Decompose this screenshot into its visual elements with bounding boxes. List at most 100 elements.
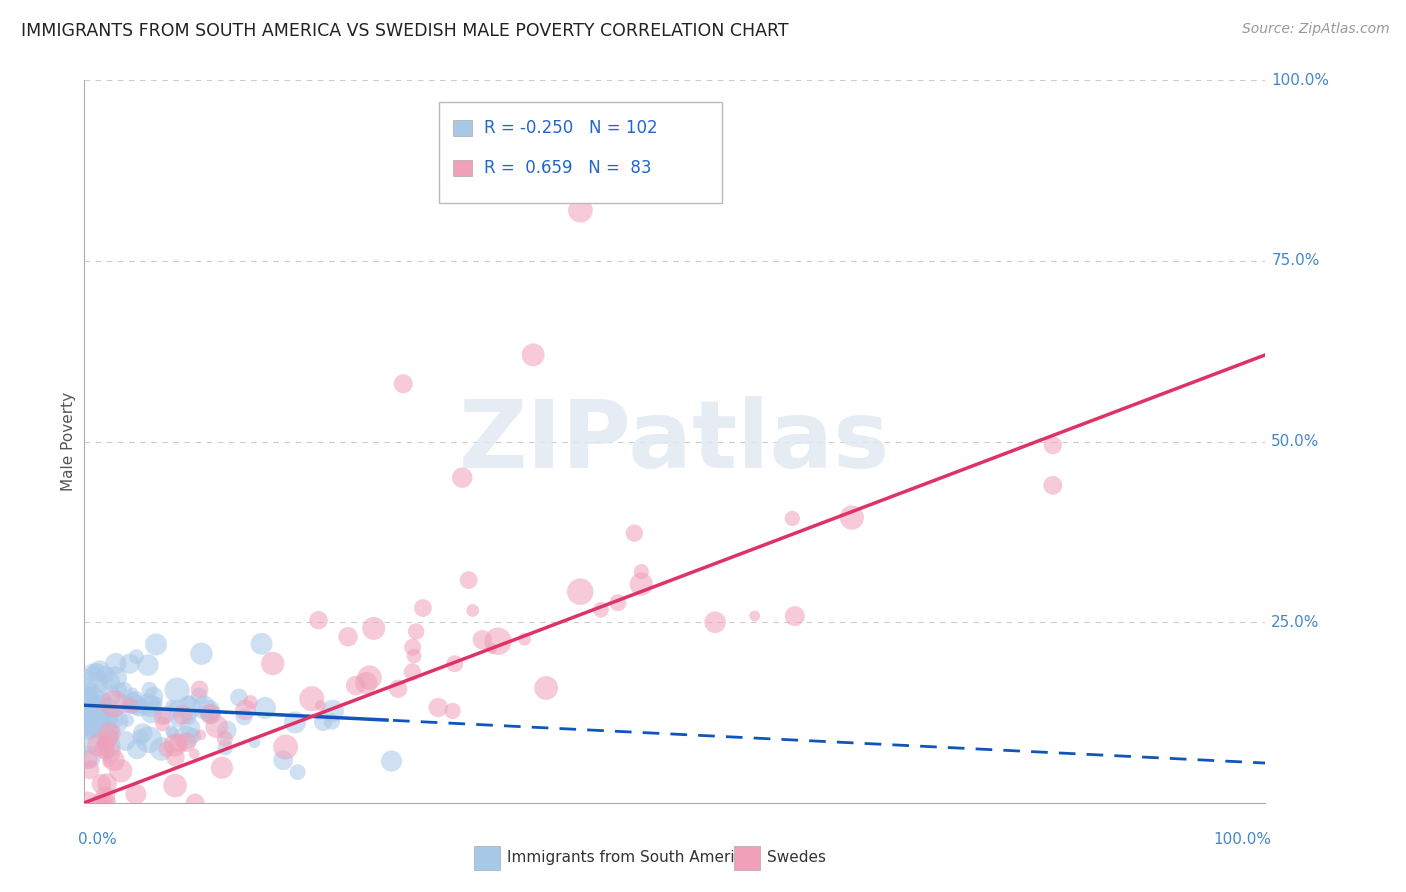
Point [124, 695, 146, 709]
Point [198, 706, 221, 721]
Point [198, 704, 221, 718]
Point [441, 704, 464, 718]
Point [380, 754, 402, 768]
Point [97, 755, 120, 769]
Point [215, 723, 238, 738]
Point [87, 717, 110, 731]
Point [211, 761, 233, 775]
Point [96, 796, 118, 810]
Point [404, 648, 426, 663]
Point [214, 740, 236, 755]
Point [98, 714, 121, 728]
Text: Swedes: Swedes [768, 850, 825, 865]
Point [138, 682, 160, 697]
Bar [453, 161, 472, 177]
Point [239, 695, 262, 709]
Point [228, 690, 250, 705]
Point [142, 690, 165, 704]
Point [100, 689, 122, 703]
Point [155, 707, 177, 722]
Point [125, 742, 148, 756]
Text: 100.0%: 100.0% [1271, 73, 1329, 87]
Point [471, 632, 494, 647]
Point [287, 765, 309, 780]
Point [783, 609, 806, 624]
Point [76, 681, 98, 696]
Point [387, 681, 409, 696]
Point [322, 704, 344, 718]
Point [120, 698, 142, 713]
Point [250, 637, 273, 651]
Point [1042, 438, 1064, 452]
Point [172, 707, 194, 722]
Point [121, 696, 143, 710]
Point [86, 665, 108, 680]
Point [569, 203, 592, 218]
Point [84, 696, 107, 710]
Point [108, 683, 131, 698]
Point [160, 724, 183, 739]
Point [174, 731, 197, 745]
Point [98, 726, 121, 740]
Point [427, 700, 450, 714]
Text: Source: ZipAtlas.com: Source: ZipAtlas.com [1241, 22, 1389, 37]
Point [97, 739, 120, 754]
Point [165, 738, 187, 752]
Point [128, 700, 150, 714]
Point [166, 713, 188, 727]
Point [90, 796, 112, 810]
Y-axis label: Male Poverty: Male Poverty [60, 392, 76, 491]
Point [82, 665, 104, 680]
Point [312, 714, 335, 729]
Point [77, 750, 100, 764]
Point [103, 697, 125, 711]
Point [87, 711, 110, 725]
Point [97, 697, 120, 711]
Point [401, 640, 423, 655]
Point [76, 708, 98, 723]
Point [125, 698, 148, 712]
Point [271, 753, 294, 767]
Point [301, 691, 323, 706]
Point [94, 789, 117, 804]
Point [101, 728, 124, 742]
Point [363, 621, 385, 635]
Point [179, 721, 201, 735]
Point [190, 647, 212, 661]
Point [110, 764, 132, 778]
Point [96, 776, 118, 790]
Point [623, 526, 645, 541]
Point [309, 698, 332, 713]
Point [89, 695, 111, 709]
Point [412, 601, 434, 615]
Point [841, 510, 863, 524]
Point [90, 777, 112, 791]
Point [165, 750, 187, 764]
Point [481, 641, 503, 656]
Point [392, 376, 415, 391]
Point [136, 658, 159, 673]
Point [205, 720, 228, 734]
Point [155, 742, 177, 756]
Text: 0.0%: 0.0% [79, 831, 117, 847]
Bar [734, 847, 759, 870]
Text: 25.0%: 25.0% [1271, 615, 1320, 630]
Point [96, 734, 118, 748]
Point [103, 753, 125, 767]
Bar [453, 120, 472, 136]
Point [321, 714, 343, 729]
Point [344, 679, 367, 693]
Point [80, 725, 103, 739]
Point [77, 723, 100, 737]
Point [744, 608, 766, 623]
Point [90, 678, 112, 692]
FancyBboxPatch shape [439, 102, 723, 203]
Point [83, 673, 105, 688]
Point [233, 710, 256, 724]
Point [630, 577, 652, 591]
Point [522, 348, 544, 362]
Point [177, 710, 200, 724]
Point [166, 701, 188, 715]
Point [132, 726, 155, 740]
Point [75, 715, 97, 730]
